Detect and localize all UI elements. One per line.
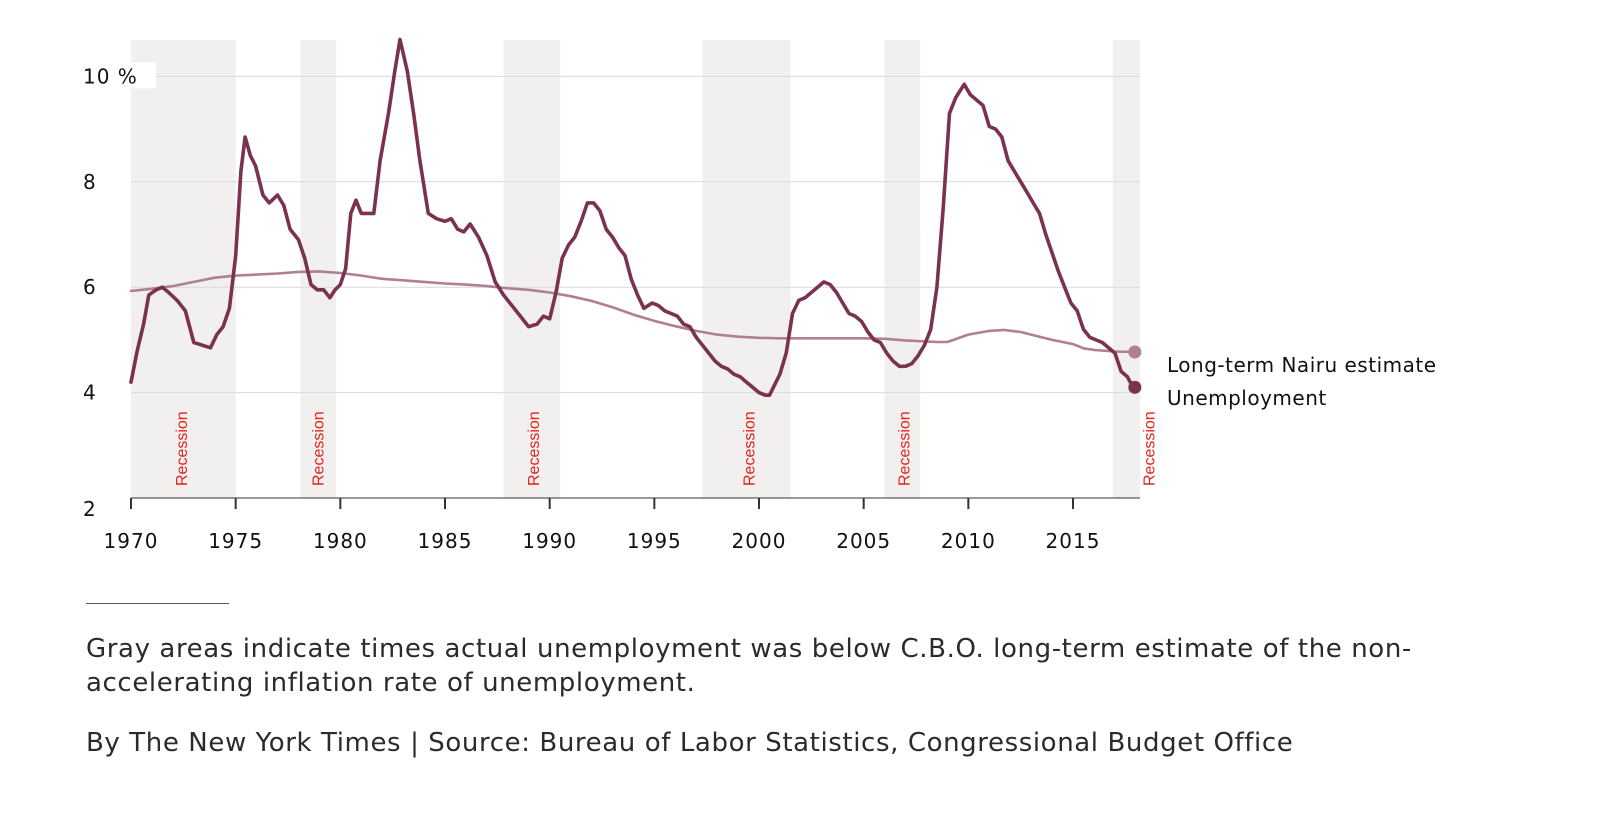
x-tick-label-1990: 1990 <box>522 529 577 553</box>
x-tick-label-1980: 1980 <box>313 529 368 553</box>
x-axis <box>130 497 1140 509</box>
recession-label-1: Recession <box>174 411 191 486</box>
x-tick-label-1985: 1985 <box>418 529 473 553</box>
y-tick-label-6: 6 <box>83 275 97 299</box>
shaded-period-4 <box>702 40 791 498</box>
y-tick-label-8: 8 <box>83 170 97 194</box>
axis-labels: Recession Recession Recession Recession Rece… <box>78 62 1158 553</box>
recession-label-3: Recession <box>526 411 543 486</box>
legend-label-unemployment: Unemployment <box>1167 386 1327 410</box>
shaded-period-3 <box>503 40 561 498</box>
shaded-period-1 <box>131 40 236 498</box>
y-tick-label-2: 2 <box>83 497 97 521</box>
x-tick-label-1975: 1975 <box>208 529 263 553</box>
x-tick-label-1995: 1995 <box>627 529 682 553</box>
recession-label-2: Recession <box>310 411 327 486</box>
chart-note: Gray areas indicate times actual unemplo… <box>86 634 1412 698</box>
caption-divider <box>86 603 229 604</box>
end-marker-long-term-nairu-estimate <box>1128 345 1142 359</box>
recession-label-5: Recession <box>896 411 913 486</box>
y-tick-label-10: 10 % <box>83 64 138 88</box>
shaded-periods <box>131 40 1140 498</box>
end-marker-unemployment <box>1128 380 1142 394</box>
y-tick-label-4: 4 <box>83 381 97 405</box>
legend: Long-term Nairu estimate Unemployment <box>1128 345 1437 410</box>
recession-label-6: Recession <box>1141 411 1158 486</box>
shaded-period-6 <box>1112 40 1140 498</box>
series-line-unemployment <box>129 37 1138 397</box>
source-credit: By The New York Times | Source: Bureau o… <box>86 728 1294 758</box>
x-tick-label-2010: 2010 <box>941 529 996 553</box>
x-tick-label-1970: 1970 <box>104 529 159 553</box>
x-tick-label-2005: 2005 <box>836 529 891 553</box>
series-lines <box>129 37 1138 397</box>
shaded-period-5 <box>884 40 921 498</box>
legend-label-long-term-nairu-estimate: Long-term Nairu estimate <box>1167 353 1437 377</box>
x-tick-label-2000: 2000 <box>732 529 787 553</box>
x-tick-label-2015: 2015 <box>1046 529 1101 553</box>
recession-label-4: Recession <box>742 411 759 486</box>
unemployment-chart: Recession Recession Recession Recession Rece… <box>78 37 1437 553</box>
y-label-bg-10 <box>78 62 156 89</box>
